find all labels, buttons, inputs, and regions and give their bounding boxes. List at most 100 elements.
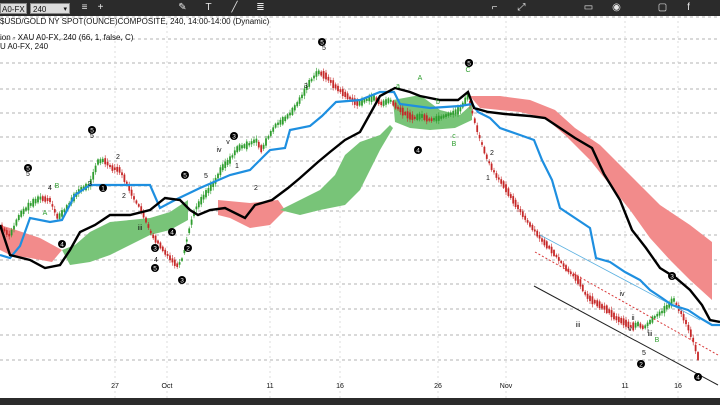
symbol-field[interactable]: A0-FX bbox=[0, 3, 27, 14]
candle-body bbox=[536, 230, 539, 237]
wave-label: iv bbox=[216, 147, 222, 154]
candle-body bbox=[584, 291, 587, 295]
candle-body bbox=[473, 118, 476, 123]
chart-canvas[interactable]: 55345431235541243554AB253iiiivv54C21Aabc… bbox=[0, 16, 720, 398]
eye-icon[interactable]: ◉ bbox=[612, 2, 621, 13]
wave-label: 2 bbox=[490, 150, 494, 157]
candle-body bbox=[224, 161, 227, 169]
candle-body bbox=[20, 210, 23, 217]
wave-label: v bbox=[226, 139, 230, 146]
candle-body bbox=[598, 301, 601, 309]
candle-body bbox=[533, 229, 536, 232]
candle-body bbox=[243, 144, 246, 149]
candle-body bbox=[29, 203, 32, 206]
candle-body bbox=[121, 172, 123, 176]
wave-label: iii bbox=[576, 322, 581, 329]
candle-body bbox=[488, 161, 491, 164]
wave-label: iv bbox=[619, 291, 625, 298]
candle-body bbox=[197, 201, 200, 208]
candle-body bbox=[375, 97, 378, 103]
candle-body bbox=[406, 111, 409, 119]
facebook-icon[interactable]: f bbox=[687, 2, 690, 13]
candle-body bbox=[685, 319, 687, 325]
wave-label: 1 bbox=[486, 175, 490, 182]
candle-body bbox=[346, 93, 349, 100]
wave-circle-label: 3 bbox=[232, 134, 236, 141]
candle-body bbox=[25, 207, 27, 211]
candle-body bbox=[514, 199, 517, 208]
candle-body bbox=[639, 323, 642, 328]
candle-body bbox=[296, 102, 299, 107]
candle-body bbox=[512, 196, 515, 204]
x-axis-label: 26 bbox=[434, 383, 442, 390]
candle-body bbox=[425, 115, 428, 122]
candle-body bbox=[190, 219, 193, 225]
candle-body bbox=[17, 215, 20, 221]
wave-circle-label: 3 bbox=[180, 278, 184, 285]
candle-body bbox=[397, 106, 399, 110]
crosshair-icon[interactable]: + bbox=[97, 2, 104, 13]
candle-body bbox=[555, 254, 558, 258]
timeframe-select[interactable]: 240 ▾ bbox=[30, 3, 70, 14]
candle-body bbox=[613, 312, 615, 320]
legend-symbol: $USD/GOLD NY SPOT(OUNCE)COMPOSITE, 240, … bbox=[0, 17, 270, 26]
wave-label: B bbox=[655, 337, 660, 344]
candle-body bbox=[548, 245, 551, 249]
candle-body bbox=[392, 100, 395, 106]
chevron-down-icon: ▾ bbox=[63, 6, 67, 13]
candle-body bbox=[32, 198, 35, 207]
candle-body bbox=[284, 116, 287, 122]
candle-body bbox=[387, 98, 390, 104]
candle-body bbox=[637, 321, 639, 327]
candle-body bbox=[572, 274, 575, 277]
candle-body bbox=[34, 198, 37, 204]
candle-body bbox=[97, 159, 99, 165]
candle-body bbox=[620, 317, 623, 324]
wave-circle bbox=[168, 228, 176, 236]
candle-body bbox=[481, 142, 483, 145]
price-chart[interactable]: 55345431235541243554AB253iiiivv54C21Aabc… bbox=[0, 16, 720, 398]
wave-circle bbox=[58, 240, 66, 248]
candle-body bbox=[385, 99, 387, 105]
candle-body bbox=[315, 71, 318, 77]
x-axis-label: 16 bbox=[674, 383, 682, 390]
menu-icon[interactable]: ≡ bbox=[81, 2, 88, 13]
candle-body bbox=[421, 114, 423, 118]
candle-body bbox=[423, 114, 426, 120]
candle-body bbox=[476, 125, 479, 133]
candle-body bbox=[281, 117, 284, 125]
candle-body bbox=[485, 154, 488, 159]
candle-body bbox=[37, 196, 39, 203]
candle-body bbox=[617, 316, 620, 323]
save-icon[interactable]: ▢ bbox=[657, 2, 668, 13]
candle-body bbox=[27, 202, 30, 211]
candle-body bbox=[15, 219, 18, 226]
candle-body bbox=[161, 246, 164, 252]
candle-body bbox=[605, 305, 608, 314]
candle-body bbox=[353, 98, 356, 105]
candle-body bbox=[248, 143, 251, 146]
candle-body bbox=[56, 213, 59, 219]
candle-body bbox=[682, 314, 685, 321]
candle-body bbox=[226, 159, 229, 165]
candle-body bbox=[344, 91, 347, 97]
candle-body bbox=[680, 310, 683, 314]
line-icon[interactable]: ╱ bbox=[231, 2, 238, 13]
candle-body bbox=[389, 99, 392, 102]
text-icon[interactable]: T bbox=[205, 2, 212, 13]
fib-icon[interactable]: ≣ bbox=[256, 2, 265, 13]
cloud-red bbox=[218, 200, 285, 228]
candle-body bbox=[178, 262, 181, 265]
candle-body bbox=[22, 208, 25, 215]
pencil-icon[interactable]: ✎ bbox=[178, 2, 187, 13]
candle-body bbox=[665, 304, 668, 310]
candle-body bbox=[133, 196, 135, 200]
bracket-icon[interactable]: ⌐ bbox=[491, 2, 498, 13]
wave-circle bbox=[230, 132, 238, 140]
candle-body bbox=[574, 274, 577, 281]
candle-body bbox=[490, 163, 493, 170]
expand-icon[interactable]: ⤢ bbox=[517, 2, 526, 13]
candle-body bbox=[437, 115, 440, 121]
wave-circle bbox=[465, 59, 473, 67]
lock-icon[interactable]: ▭ bbox=[583, 2, 594, 13]
